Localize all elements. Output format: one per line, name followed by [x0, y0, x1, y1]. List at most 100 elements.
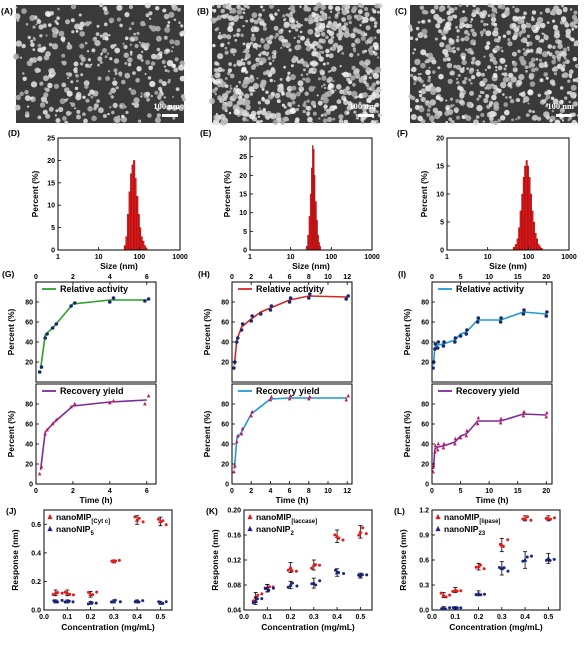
y-axis-label: Percent (%) — [202, 410, 212, 457]
sem-particle — [267, 39, 273, 45]
sem-particle — [290, 86, 293, 90]
sem-particle — [535, 58, 539, 61]
sem-particle — [39, 34, 43, 38]
replicate-point — [117, 558, 121, 562]
replicate-point — [260, 592, 264, 596]
replicate-point — [310, 566, 314, 570]
sem-particle — [123, 44, 128, 50]
sem-particle — [428, 66, 431, 69]
sem-particle — [336, 99, 342, 105]
sem-particle — [217, 53, 224, 60]
sem-particle — [104, 55, 108, 59]
plot-frame — [446, 137, 570, 251]
replicate-point — [361, 526, 365, 530]
sem-particle — [475, 115, 480, 119]
sem-particle — [48, 106, 54, 112]
sem-particle — [172, 106, 177, 111]
sem-particle — [279, 77, 283, 81]
sem-particle — [459, 92, 463, 97]
sem-particle — [318, 56, 324, 62]
sem-particle — [553, 5, 560, 12]
legend-marker — [435, 513, 441, 520]
replicate-point — [497, 566, 501, 569]
sem-particle — [215, 27, 220, 31]
sem-particle — [222, 14, 227, 19]
sem-particle — [60, 36, 66, 42]
sem-particle — [129, 50, 133, 54]
replicate-point — [548, 559, 552, 562]
sem-particle — [40, 96, 48, 103]
sem-particle — [52, 32, 58, 38]
sem-particle — [275, 93, 281, 98]
sem-particle — [330, 35, 335, 40]
sem-particle — [87, 93, 91, 96]
sem-particle — [338, 114, 344, 120]
sem-particle — [261, 96, 265, 100]
sem-particle — [148, 65, 153, 71]
sem-particle — [344, 28, 350, 34]
sem-particle — [285, 76, 291, 82]
replicate-point — [161, 519, 165, 523]
x-tick-label: 0.5 — [543, 614, 553, 621]
sem-particle — [258, 44, 262, 48]
sem-particle — [471, 12, 477, 18]
replicate-point — [451, 606, 455, 610]
sem-particle — [244, 53, 251, 59]
replicate-point — [501, 545, 505, 548]
y-tick-label: 80 — [421, 300, 429, 307]
sem-particle — [486, 104, 491, 110]
sem-particle — [293, 36, 296, 40]
sem-particle — [42, 23, 47, 29]
sem-particle — [110, 87, 117, 94]
sem-particle — [553, 32, 561, 39]
data-point — [458, 334, 463, 338]
sem-particle — [124, 36, 129, 41]
data-point — [240, 322, 245, 326]
sem-particle — [303, 68, 306, 72]
plot-frame — [431, 281, 553, 383]
sem-particle — [73, 69, 78, 74]
sem-particle — [240, 58, 244, 62]
sem-particle — [263, 43, 270, 50]
y-axis-label: Percent (%) — [6, 410, 16, 457]
data-point — [69, 304, 73, 308]
data-point — [453, 336, 458, 340]
data-point — [108, 400, 112, 405]
sem-particle — [472, 3, 477, 8]
sem-particle — [503, 67, 507, 71]
sem-particle — [544, 98, 548, 101]
data-point — [288, 393, 293, 398]
y-tick-label: 0.0 — [31, 608, 41, 615]
sem-particle — [255, 120, 260, 124]
sem-particle — [374, 102, 380, 108]
sem-particle — [342, 71, 349, 78]
sem-particle — [228, 15, 234, 21]
sem-particle — [353, 28, 357, 32]
replicate-point — [71, 593, 75, 597]
sem-particle — [70, 4, 77, 10]
sem-particle — [537, 16, 544, 24]
sem-particle — [359, 60, 365, 66]
sem-particle — [568, 116, 572, 120]
sem-particle — [55, 109, 59, 113]
sem-particle — [475, 60, 481, 66]
sem-particle — [240, 108, 244, 111]
sem-particle — [311, 15, 315, 18]
sem-particle — [295, 108, 298, 112]
sem-particle — [409, 36, 414, 40]
sem-particle — [240, 33, 244, 38]
sem-particle — [163, 96, 166, 99]
data-point — [108, 300, 112, 304]
y-tick-label: 60 — [25, 320, 33, 327]
replicate-point — [263, 586, 267, 590]
data-point — [111, 398, 116, 403]
sem-particle — [236, 4, 241, 10]
x-tick-label: 0.3 — [497, 614, 507, 621]
y-tick-label: 20 — [221, 462, 229, 469]
sem-particle — [327, 116, 333, 123]
histogram-bar — [518, 227, 521, 251]
sem-particle — [558, 99, 564, 105]
sem-particle — [237, 114, 240, 117]
data-point — [259, 312, 263, 316]
sem-particle — [337, 49, 340, 53]
